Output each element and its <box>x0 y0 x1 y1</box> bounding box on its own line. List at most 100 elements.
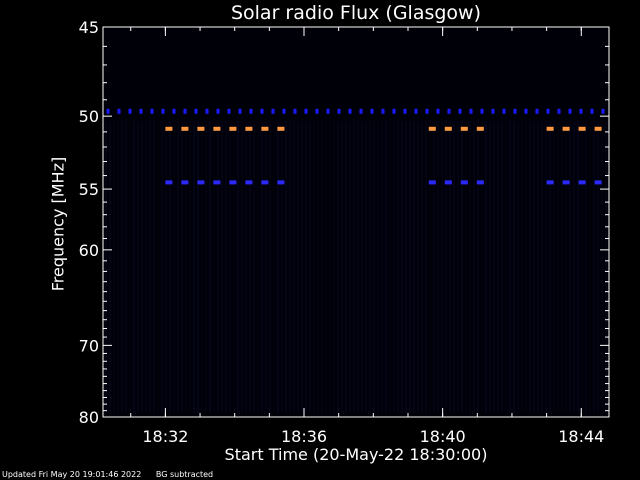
emission-segment <box>546 180 554 185</box>
noise-streak <box>581 120 583 414</box>
noise-streak <box>149 120 151 414</box>
noise-streak <box>265 120 267 414</box>
emission-segment <box>172 108 176 114</box>
emission-segment <box>579 108 583 114</box>
noise-streak <box>545 120 547 414</box>
emission-features <box>106 108 605 185</box>
emission-segment <box>428 126 436 131</box>
noise-streak <box>221 120 223 414</box>
emission-segment <box>205 108 209 114</box>
noise-streak <box>397 120 399 414</box>
y-tick-label: 60 <box>79 241 99 260</box>
noise-streak <box>585 120 587 414</box>
emission-segment <box>229 180 237 185</box>
noise-streak <box>405 120 407 414</box>
emission-segment <box>476 126 484 131</box>
emission-segment <box>562 126 570 131</box>
emission-segment <box>513 108 517 114</box>
noise-streak <box>445 120 447 414</box>
noise-streak <box>601 120 603 414</box>
noise-streak <box>541 120 543 414</box>
emission-segment <box>447 108 451 114</box>
emission-segment <box>197 126 205 131</box>
noise-streak <box>185 120 187 414</box>
noise-streak <box>113 120 115 414</box>
emission-segment <box>460 180 468 185</box>
emission-segment <box>414 108 418 114</box>
noise-streak <box>337 120 339 414</box>
noise-streak <box>425 120 427 414</box>
noise-streak <box>129 120 131 414</box>
y-tick-label: 70 <box>79 336 99 355</box>
emission-segment <box>458 108 462 114</box>
noise-streak <box>213 120 215 414</box>
emission-segment <box>181 180 189 185</box>
emission-segment <box>165 180 173 185</box>
noise-streak <box>533 120 535 414</box>
emission-segment <box>197 180 205 185</box>
noise-streak <box>421 120 423 414</box>
noise-streak <box>321 120 323 414</box>
noise-streak <box>161 120 163 414</box>
noise-streak <box>373 120 375 414</box>
x-tick-label: 18:44 <box>558 427 604 446</box>
emission-segment <box>245 180 253 185</box>
noise-streak <box>597 120 599 414</box>
emission-segment <box>213 126 221 131</box>
noise-streak <box>413 120 415 414</box>
noise-streak <box>165 120 167 414</box>
y-axis-label: Frequency [MHz] <box>48 156 68 292</box>
noise-streak <box>477 120 479 414</box>
noise-streak <box>437 120 439 414</box>
noise-streak <box>493 120 495 414</box>
noise-streak <box>133 120 135 414</box>
emission-segment <box>229 126 237 131</box>
noise-streak <box>605 120 607 414</box>
background-noise <box>105 120 607 414</box>
noise-streak <box>593 120 595 414</box>
footer: Updated Fri May 20 19:01:46 2022 BG subt… <box>2 470 213 479</box>
emission-segment <box>128 108 132 114</box>
emission-segment <box>150 108 154 114</box>
x-tick-label: 18:36 <box>281 427 327 446</box>
emission-segment <box>381 108 385 114</box>
emission-segment <box>282 108 286 114</box>
noise-streak <box>301 120 303 414</box>
noise-streak <box>237 120 239 414</box>
emission-segment <box>601 108 605 114</box>
emission-segment <box>502 108 506 114</box>
noise-streak <box>157 120 159 414</box>
emission-segment <box>594 126 602 131</box>
noise-streak <box>501 120 503 414</box>
emission-segment <box>359 108 363 114</box>
emission-segment <box>491 108 495 114</box>
noise-streak <box>253 120 255 414</box>
emission-segment <box>213 180 221 185</box>
noise-streak <box>233 120 235 414</box>
noise-streak <box>189 120 191 414</box>
noise-streak <box>457 120 459 414</box>
emission-segment <box>293 108 297 114</box>
noise-streak <box>345 120 347 414</box>
noise-streak <box>433 120 435 414</box>
emission-segment <box>578 180 586 185</box>
noise-streak <box>201 120 203 414</box>
noise-streak <box>569 120 571 414</box>
noise-streak <box>381 120 383 414</box>
noise-streak <box>193 120 195 414</box>
noise-streak <box>417 120 419 414</box>
noise-streak <box>529 120 531 414</box>
emission-segment <box>546 108 550 114</box>
noise-streak <box>465 120 467 414</box>
noise-streak <box>217 120 219 414</box>
noise-streak <box>365 120 367 414</box>
noise-streak <box>369 120 371 414</box>
emission-segment <box>261 126 269 131</box>
noise-streak <box>553 120 555 414</box>
noise-streak <box>329 120 331 414</box>
noise-streak <box>313 120 315 414</box>
noise-streak <box>181 120 183 414</box>
axes: 18:32 18:36 18:40 18:44 45 50 55 60 70 80 <box>79 18 610 446</box>
noise-streak <box>489 120 491 414</box>
